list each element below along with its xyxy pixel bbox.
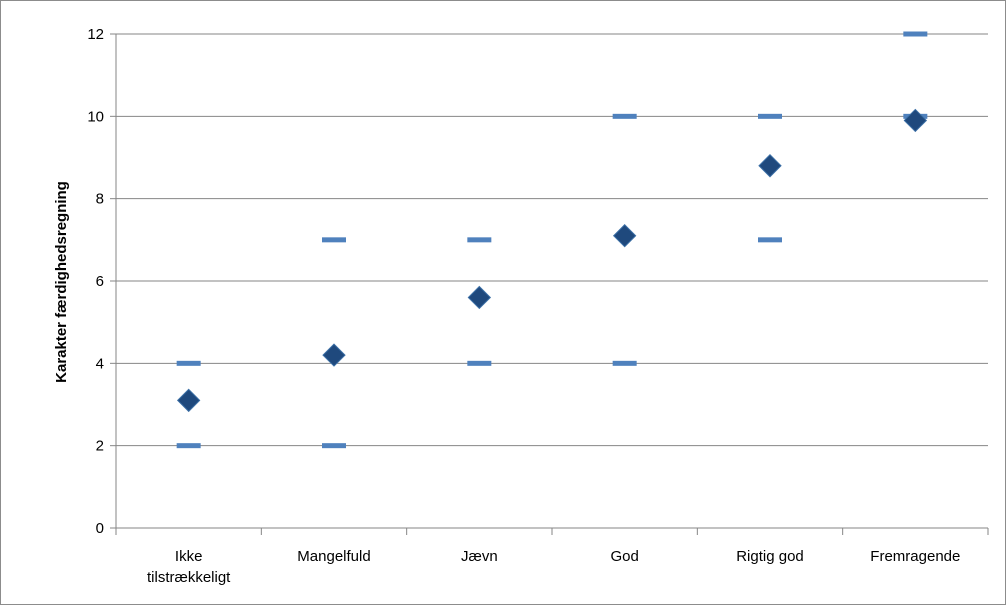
x-tick-labels: Ikke tilstrækkeligt Mangelfuld Jævn God Rigti… xyxy=(147,548,960,586)
diamond-marker-5 xyxy=(903,108,928,133)
x-tick-label-5: Fremragende xyxy=(870,548,960,565)
y-tick-label-2: 2 xyxy=(96,438,104,455)
x-tick-label-3: God xyxy=(610,548,638,565)
y-tick-label-10: 10 xyxy=(87,108,104,125)
dash-marker-s1-0 xyxy=(176,360,201,366)
y-axis-title: Karakter færdighedsregning xyxy=(53,181,70,383)
dash-marker-s0-3 xyxy=(612,360,637,366)
y-tick-label-12: 12 xyxy=(87,26,104,43)
dash-marker-s0-0 xyxy=(176,443,201,449)
diamond-marker-4 xyxy=(758,154,782,178)
y-tick-label-8: 8 xyxy=(96,191,104,208)
x-tick-label-line: Ikke xyxy=(175,548,203,565)
diamond-marker-2 xyxy=(467,285,492,310)
y-tick-label-0: 0 xyxy=(96,520,104,537)
dash-marker-s1-5 xyxy=(903,31,928,37)
dash-marker-s1-3 xyxy=(612,113,637,119)
x-tick-label-line: tilstrækkeligt xyxy=(147,569,231,586)
dash-marker-s1-2 xyxy=(467,237,492,243)
x-tick-label-line: Jævn xyxy=(461,548,498,565)
dash-marker-s0-4 xyxy=(758,237,782,243)
diamond-marker-1 xyxy=(322,343,346,367)
gridlines xyxy=(116,33,988,447)
x-tick-label-4: Rigtig god xyxy=(736,548,804,565)
x-tick-label-line: Fremragende xyxy=(870,548,960,565)
x-tick-label-0: Ikke tilstrækkeligt xyxy=(147,548,231,586)
y-tick-labels: 0 2 4 6 8 10 12 xyxy=(87,26,104,537)
dash-marker-s0-1 xyxy=(322,443,346,449)
y-tick-label-4: 4 xyxy=(96,355,104,372)
dash-marker-s1-4 xyxy=(758,113,782,119)
axes xyxy=(110,33,989,535)
x-tick-label-line: Rigtig god xyxy=(736,548,804,565)
x-tick-label-line: Mangelfuld xyxy=(297,548,370,565)
diamond-marker-3 xyxy=(612,224,637,248)
x-tick-label-line: God xyxy=(610,548,638,565)
y-tick-label-6: 6 xyxy=(96,273,104,290)
x-tick-label-2: Jævn xyxy=(461,548,498,565)
diamond-marker-0 xyxy=(176,388,201,413)
dash-marker-s0-2 xyxy=(467,360,492,366)
dash-marker-s1-1 xyxy=(322,237,346,243)
data-markers xyxy=(176,31,928,449)
x-tick-label-1: Mangelfuld xyxy=(297,548,370,565)
